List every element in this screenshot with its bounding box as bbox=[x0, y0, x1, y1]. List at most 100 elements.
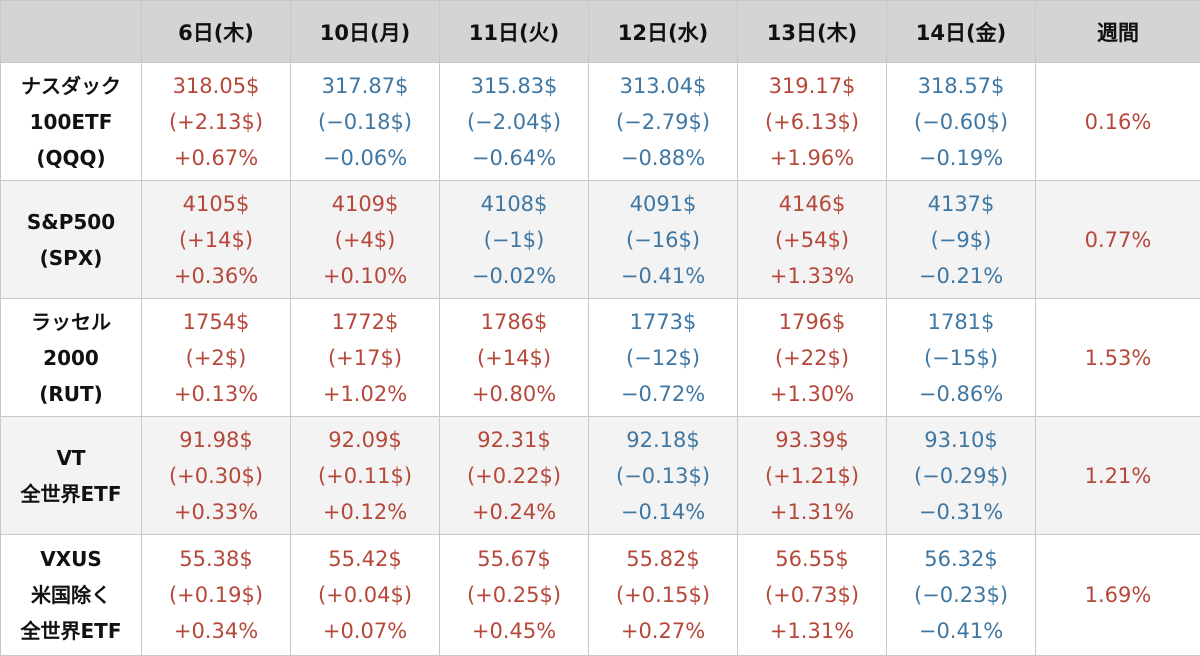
cell-change: (+4$) bbox=[291, 222, 439, 258]
price-cell: 1754$(+2$)+0.13% bbox=[142, 299, 291, 417]
price-cell: 317.87$(−0.18$)−0.06% bbox=[291, 63, 440, 181]
row-label-line: 2000 bbox=[1, 340, 141, 376]
cell-pct: −0.14% bbox=[589, 494, 737, 530]
cell-pct: −0.31% bbox=[887, 494, 1035, 530]
price-cell: 1772$(+17$)+1.02% bbox=[291, 299, 440, 417]
price-cell: 319.17$(+6.13$)+1.96% bbox=[738, 63, 887, 181]
cell-price: 318.57$ bbox=[887, 68, 1035, 104]
weekly-change: 1.53% bbox=[1036, 299, 1200, 417]
row-label-line: 全世界ETF bbox=[1, 476, 141, 512]
cell-price: 1781$ bbox=[887, 304, 1035, 340]
row-label-line: VXUS bbox=[1, 541, 141, 577]
cell-pct: +1.96% bbox=[738, 140, 886, 176]
cell-price: 4146$ bbox=[738, 186, 886, 222]
cell-pct: −0.41% bbox=[887, 613, 1035, 649]
cell-change: (+1.21$) bbox=[738, 458, 886, 494]
cell-change: (−0.13$) bbox=[589, 458, 737, 494]
row-label-line: ラッセル bbox=[1, 304, 141, 340]
cell-change: (+2.13$) bbox=[142, 104, 290, 140]
price-cell: 56.32$(−0.23$)−0.41% bbox=[887, 535, 1036, 656]
price-cell: 92.09$(+0.11$)+0.12% bbox=[291, 417, 440, 535]
cell-price: 1754$ bbox=[142, 304, 290, 340]
price-cell: 4091$(−16$)−0.41% bbox=[589, 181, 738, 299]
header-day-13: 13日(木) bbox=[738, 1, 887, 63]
cell-price: 55.67$ bbox=[440, 541, 588, 577]
price-cell: 1786$(+14$)+0.80% bbox=[440, 299, 589, 417]
header-weekly: 週間 bbox=[1036, 1, 1200, 63]
cell-price: 56.32$ bbox=[887, 541, 1035, 577]
cell-price: 4091$ bbox=[589, 186, 737, 222]
cell-price: 4108$ bbox=[440, 186, 588, 222]
cell-change: (+54$) bbox=[738, 222, 886, 258]
weekly-change: 0.77% bbox=[1036, 181, 1200, 299]
cell-price: 315.83$ bbox=[440, 68, 588, 104]
header-day-11: 11日(火) bbox=[440, 1, 589, 63]
cell-price: 55.38$ bbox=[142, 541, 290, 577]
row-label-line: VT bbox=[1, 440, 141, 476]
price-cell: 1796$(+22$)+1.30% bbox=[738, 299, 887, 417]
row-label-line: 米国除く bbox=[1, 577, 141, 613]
cell-change: (−9$) bbox=[887, 222, 1035, 258]
price-cell: 4105$(+14$)+0.36% bbox=[142, 181, 291, 299]
cell-change: (+0.25$) bbox=[440, 577, 588, 613]
weekly-change: 0.16% bbox=[1036, 63, 1200, 181]
cell-change: (+0.11$) bbox=[291, 458, 439, 494]
cell-pct: +0.13% bbox=[142, 376, 290, 412]
cell-change: (+0.15$) bbox=[589, 577, 737, 613]
cell-pct: +0.10% bbox=[291, 258, 439, 294]
cell-change: (−0.60$) bbox=[887, 104, 1035, 140]
cell-price: 317.87$ bbox=[291, 68, 439, 104]
cell-change: (−0.29$) bbox=[887, 458, 1035, 494]
price-cell: 318.05$(+2.13$)+0.67% bbox=[142, 63, 291, 181]
cell-pct: −0.19% bbox=[887, 140, 1035, 176]
price-cell: 1773$(−12$)−0.72% bbox=[589, 299, 738, 417]
cell-price: 91.98$ bbox=[142, 422, 290, 458]
row-label-line: (RUT) bbox=[1, 376, 141, 412]
cell-change: (+0.73$) bbox=[738, 577, 886, 613]
cell-pct: −0.72% bbox=[589, 376, 737, 412]
cell-price: 319.17$ bbox=[738, 68, 886, 104]
cell-change: (+17$) bbox=[291, 340, 439, 376]
header-row: 6日(木) 10日(月) 11日(火) 12日(水) 13日(木) 14日(金)… bbox=[1, 1, 1200, 63]
price-cell: 92.31$(+0.22$)+0.24% bbox=[440, 417, 589, 535]
cell-pct: +0.36% bbox=[142, 258, 290, 294]
price-cell: 1781$(−15$)−0.86% bbox=[887, 299, 1036, 417]
weekly-change: 1.69% bbox=[1036, 535, 1200, 656]
cell-change: (+14$) bbox=[440, 340, 588, 376]
cell-pct: +0.80% bbox=[440, 376, 588, 412]
cell-price: 56.55$ bbox=[738, 541, 886, 577]
cell-pct: +0.12% bbox=[291, 494, 439, 530]
row-label-line: ナスダック bbox=[1, 68, 141, 104]
cell-price: 1786$ bbox=[440, 304, 588, 340]
cell-pct: −0.86% bbox=[887, 376, 1035, 412]
cell-price: 92.31$ bbox=[440, 422, 588, 458]
cell-change: (+0.30$) bbox=[142, 458, 290, 494]
cell-change: (−16$) bbox=[589, 222, 737, 258]
price-cell: 4146$(+54$)+1.33% bbox=[738, 181, 887, 299]
price-cell: 55.42$(+0.04$)+0.07% bbox=[291, 535, 440, 656]
cell-price: 1773$ bbox=[589, 304, 737, 340]
header-day-12: 12日(水) bbox=[589, 1, 738, 63]
header-day-10: 10日(月) bbox=[291, 1, 440, 63]
row-label: S&P500(SPX) bbox=[1, 181, 142, 299]
cell-price: 93.10$ bbox=[887, 422, 1035, 458]
cell-price: 313.04$ bbox=[589, 68, 737, 104]
cell-change: (−15$) bbox=[887, 340, 1035, 376]
cell-pct: +0.45% bbox=[440, 613, 588, 649]
price-cell: 56.55$(+0.73$)+1.31% bbox=[738, 535, 887, 656]
cell-price: 1772$ bbox=[291, 304, 439, 340]
row-label-line: 100ETF bbox=[1, 104, 141, 140]
header-corner bbox=[1, 1, 142, 63]
cell-pct: +0.24% bbox=[440, 494, 588, 530]
cell-change: (+22$) bbox=[738, 340, 886, 376]
header-day-14: 14日(金) bbox=[887, 1, 1036, 63]
cell-price: 93.39$ bbox=[738, 422, 886, 458]
cell-change: (+2$) bbox=[142, 340, 290, 376]
price-cell: 55.82$(+0.15$)+0.27% bbox=[589, 535, 738, 656]
